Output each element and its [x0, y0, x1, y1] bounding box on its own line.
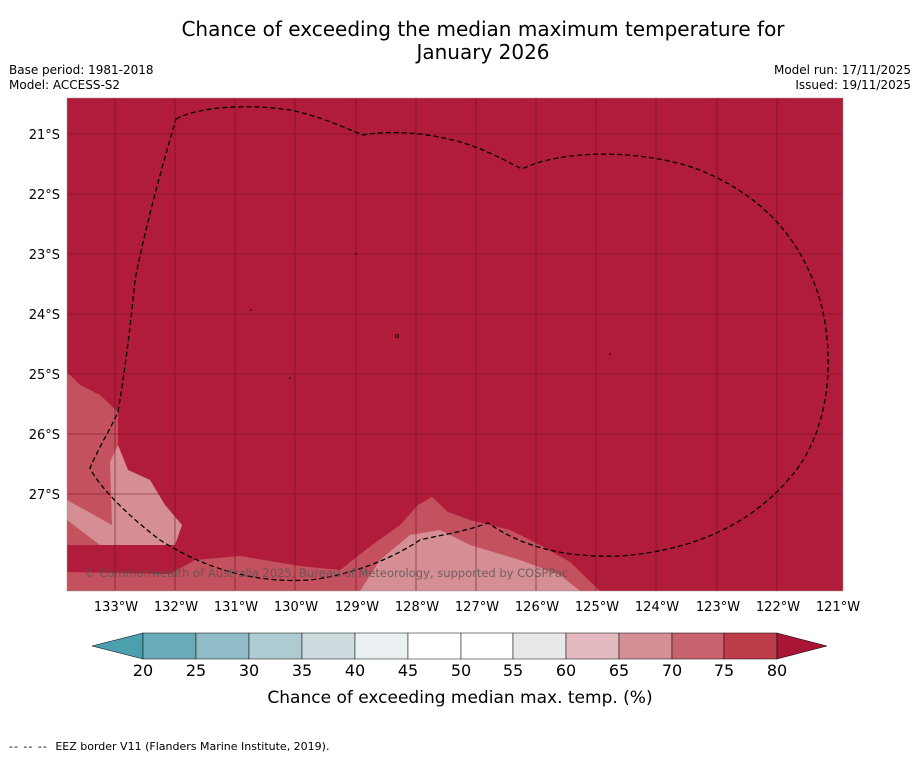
- chart-title: Chance of exceeding the median maximum t…: [0, 18, 919, 64]
- colorbar-bin: [565, 632, 620, 660]
- colorbar-tick: 25: [186, 661, 206, 680]
- lon-label: 128°W: [395, 600, 439, 615]
- lat-label: 23°S: [29, 248, 60, 263]
- lon-label: 121°W: [816, 600, 860, 615]
- copyright-notice: © Commonwealth of Australia 2025, Bureau…: [84, 566, 568, 580]
- colorbar-tick: 60: [556, 661, 576, 680]
- lat-label: 26°S: [29, 428, 60, 443]
- region-60-65-south: [360, 530, 580, 591]
- meta-left: Base period: 1981-2018 Model: ACCESS-S2: [9, 63, 154, 93]
- colorbar-tick: 40: [345, 661, 365, 680]
- lon-label: 131°W: [214, 600, 258, 615]
- colorbar-bin: [195, 632, 250, 660]
- graticule: [67, 98, 843, 591]
- base-period: Base period: 1981-2018: [9, 63, 154, 77]
- colorbar-bin: [723, 632, 778, 660]
- lat-label: 24°S: [29, 308, 60, 323]
- lon-label: 123°W: [696, 600, 740, 615]
- colorbar-tick: 30: [239, 661, 259, 680]
- colorbar-bin: [407, 632, 462, 660]
- colorbar-bin: [248, 632, 303, 660]
- colorbar-tick: 80: [767, 661, 787, 680]
- lat-label: 21°S: [29, 128, 60, 143]
- lon-label: 127°W: [455, 600, 499, 615]
- title-line-1: Chance of exceeding the median maximum t…: [181, 17, 785, 41]
- colorbar-bin: [301, 632, 356, 660]
- meta-right: Model run: 17/11/2025 Issued: 19/11/2025: [774, 63, 911, 93]
- colorbar-bin: [142, 632, 197, 660]
- model-run: Model run: 17/11/2025: [773, 63, 911, 77]
- colorbar-bin: [671, 632, 725, 660]
- colorbar-tick: 50: [451, 661, 471, 680]
- eez-border: [89, 106, 829, 582]
- lon-label: 129°W: [335, 600, 379, 615]
- colorbar-bin: [512, 632, 567, 660]
- colorbar-tick: 45: [398, 661, 418, 680]
- colorbar-ticks: 20 25 30 35 40 45 50 55 60 65 70 75 80: [133, 661, 787, 680]
- lon-label: 126°W: [515, 600, 559, 615]
- colorbar-bin: [460, 632, 514, 660]
- colorbar-bin: [354, 632, 409, 660]
- lon-label: 133°W: [94, 600, 138, 615]
- colorbar-label: Chance of exceeding median max. temp. (%…: [267, 688, 652, 708]
- issued-date: Issued: 19/11/2025: [795, 78, 911, 92]
- latitude-labels: 21°S 22°S 23°S 24°S 25°S 26°S 27°S: [29, 128, 60, 503]
- lon-label: 130°W: [274, 600, 318, 615]
- longitude-labels: 133°W 132°W 131°W 130°W 129°W 128°W 127°…: [94, 600, 860, 615]
- eez-legend-dash: -- -- --: [9, 740, 48, 753]
- lon-label: 125°W: [575, 600, 619, 615]
- island: [250, 309, 252, 311]
- title-line-2: January 2026: [416, 40, 550, 64]
- lat-label: 27°S: [29, 488, 60, 503]
- eez-legend-text: EEZ border V11 (Flanders Marine Institut…: [55, 740, 330, 753]
- colorbar-tick: 55: [503, 661, 523, 680]
- colorbar-tick: 65: [609, 661, 629, 680]
- map-area: © Commonwealth of Australia 2025, Bureau…: [67, 98, 843, 591]
- colorbar-over-arrow: [776, 632, 828, 660]
- region-60-65-west: [67, 445, 182, 545]
- colorbar-tick: 35: [292, 661, 312, 680]
- lat-label: 22°S: [29, 188, 60, 203]
- colorbar-tick: 20: [133, 661, 153, 680]
- colorbar-under-arrow: [91, 632, 144, 660]
- island: [609, 353, 611, 355]
- colorbar-tick: 70: [662, 661, 682, 680]
- island: [394, 333, 399, 338]
- island: [355, 253, 357, 255]
- map-frame: [66, 97, 844, 592]
- lon-label: 124°W: [635, 600, 679, 615]
- colorbar: [91, 632, 828, 660]
- lon-label: 122°W: [756, 600, 800, 615]
- model-name: Model: ACCESS-S2: [9, 78, 121, 92]
- colorbar-bin: [618, 632, 673, 660]
- footnote: -- -- -- EEZ border V11 (Flanders Marine…: [9, 740, 329, 753]
- map-background: [67, 98, 843, 591]
- island: [289, 377, 291, 379]
- colorbar-tick: 75: [714, 661, 734, 680]
- lat-label: 25°S: [29, 368, 60, 383]
- lon-label: 132°W: [154, 600, 198, 615]
